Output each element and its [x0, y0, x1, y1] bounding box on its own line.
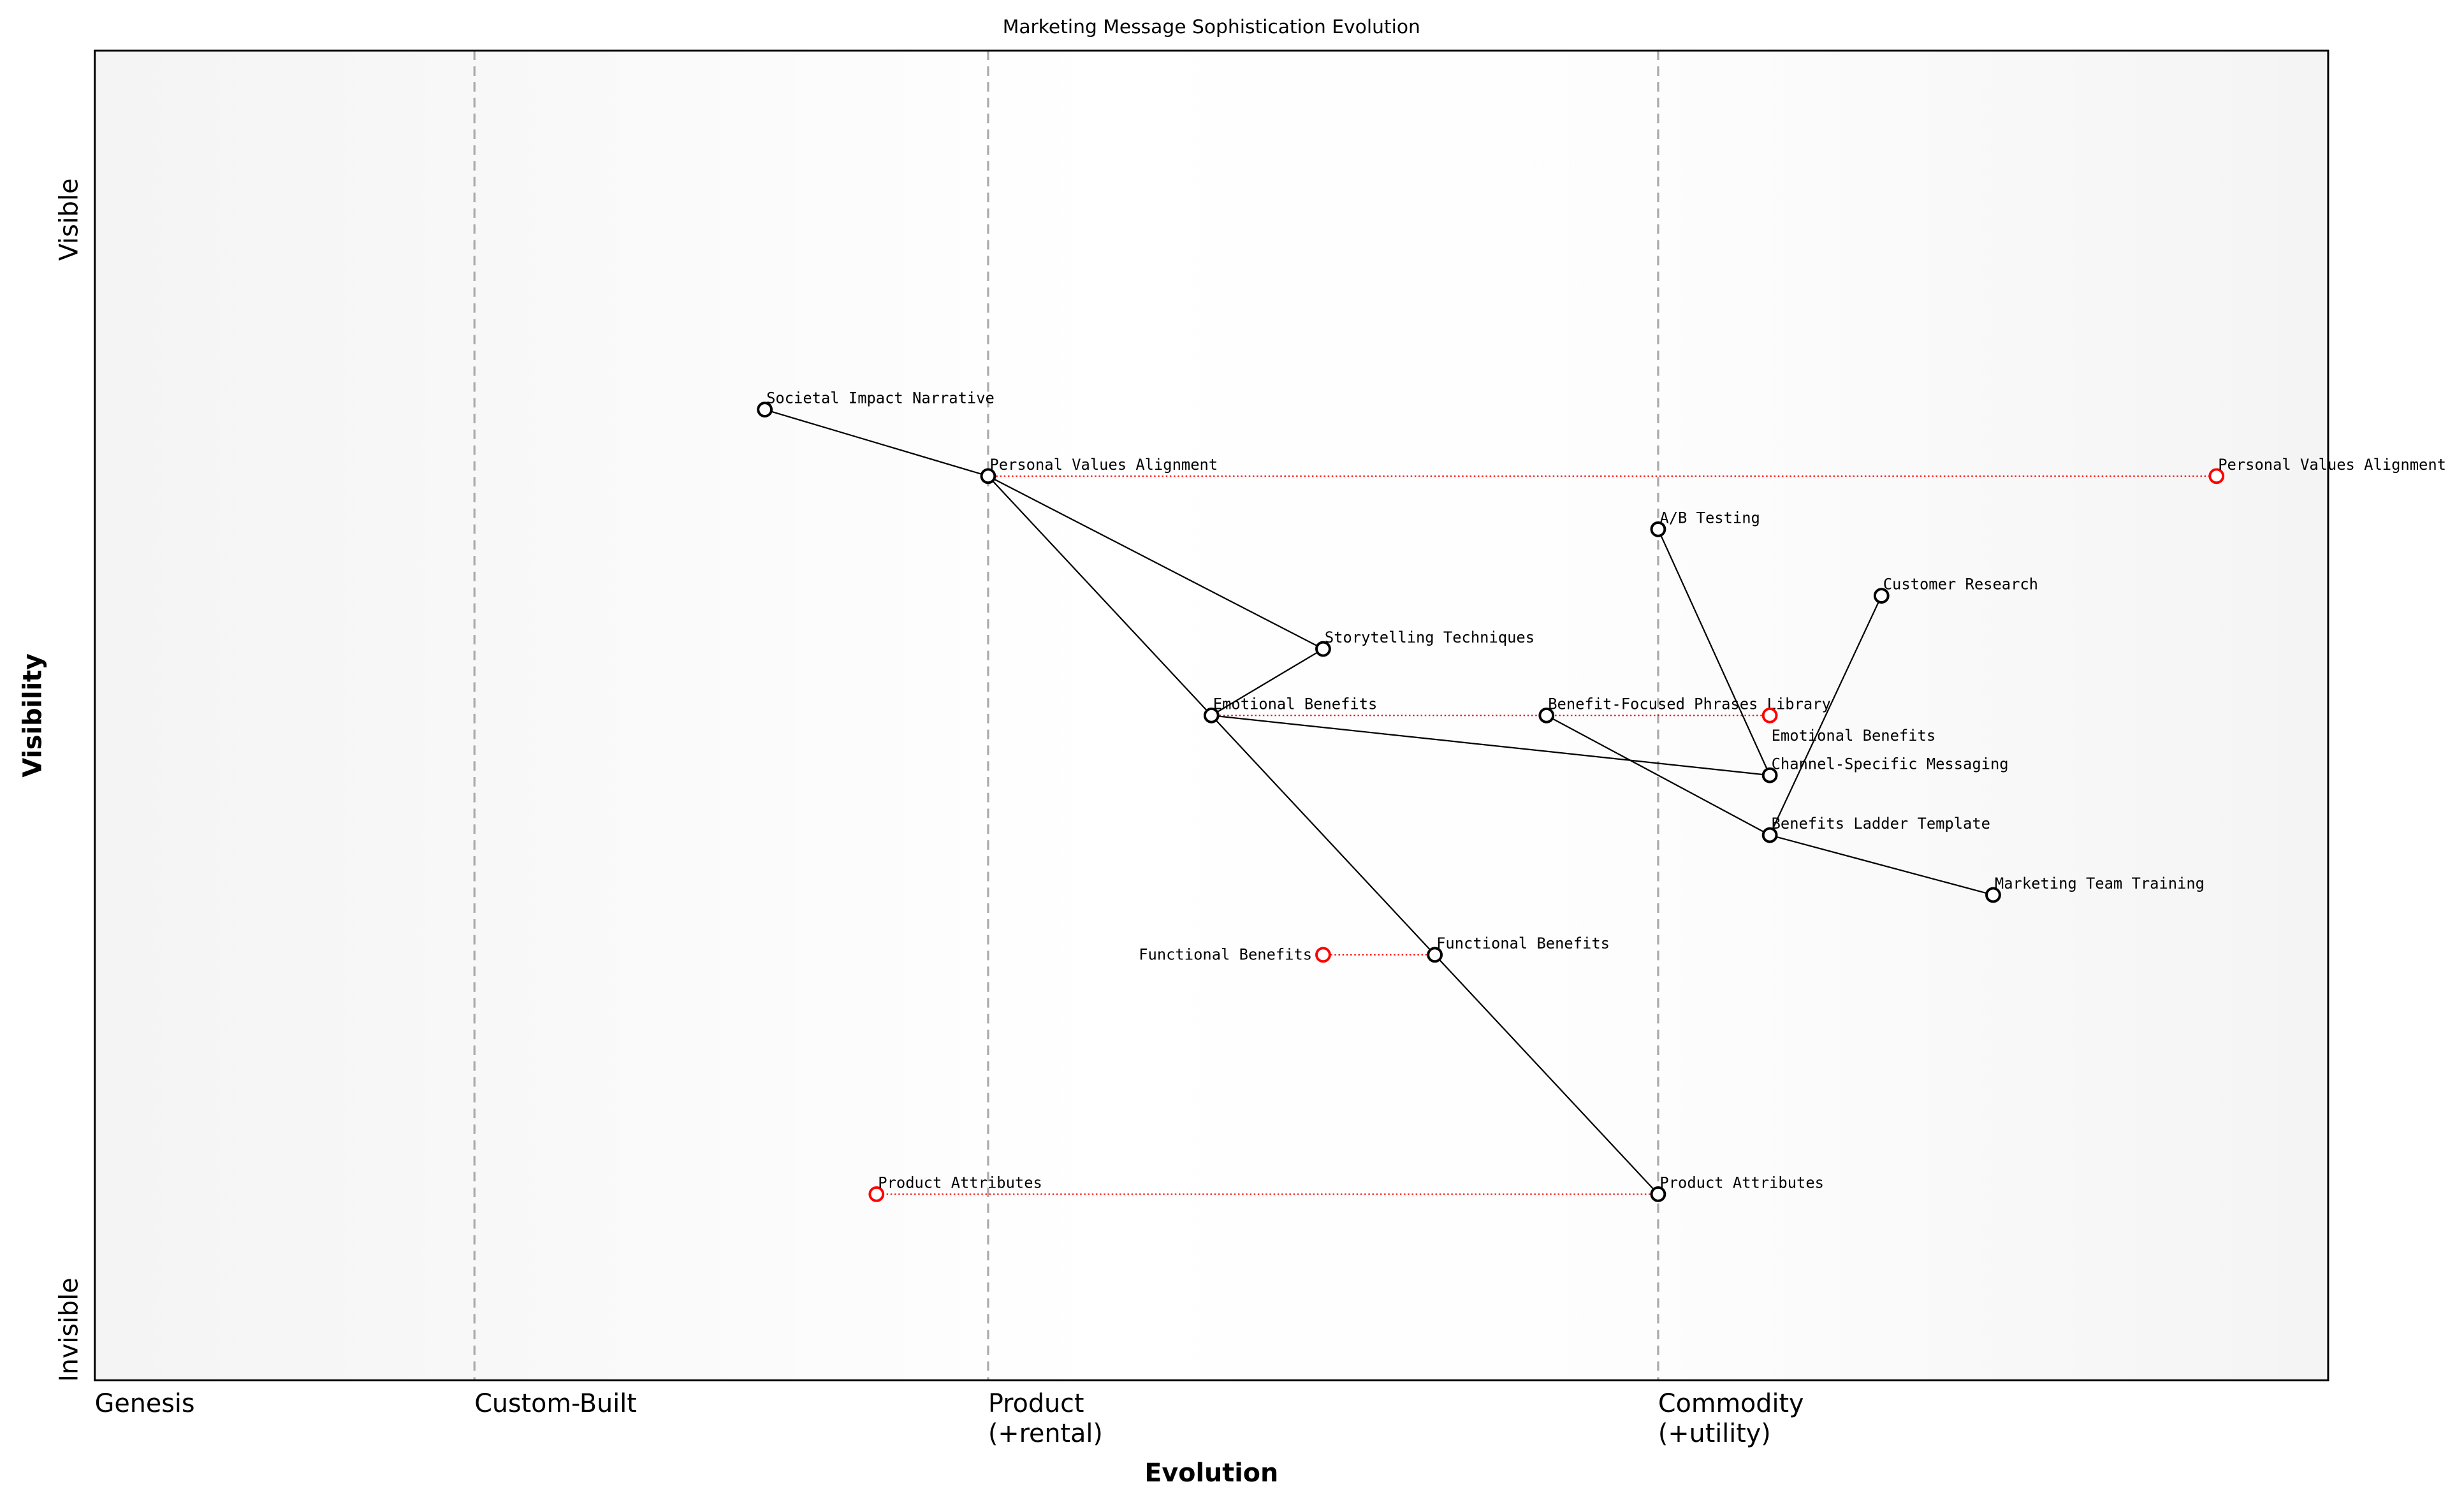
x-stage-label: Commodity (+utility) — [1658, 1389, 1804, 1448]
dependency-link — [988, 476, 1213, 716]
component-label: A/B Testing — [1659, 509, 1760, 527]
dependency-link — [988, 475, 1323, 650]
plot-frame — [94, 49, 2329, 1381]
component-label: Product Attributes — [1659, 1174, 1824, 1191]
dependency-link — [1769, 834, 1994, 896]
component-node — [1761, 827, 1778, 843]
component-node — [1538, 707, 1555, 724]
component-label: Customer Research — [1883, 576, 2038, 593]
evolved-component-node — [868, 1186, 885, 1202]
component-node — [1761, 767, 1778, 783]
component-label: Storytelling Techniques — [1325, 629, 1535, 646]
component-label: Benefits Ladder Template — [1772, 815, 1990, 833]
evolved-component-node — [1761, 707, 1778, 724]
evolved-component-node — [1315, 947, 1331, 963]
chart-title: Marketing Message Sophistication Evoluti… — [1003, 16, 1420, 38]
component-node — [1650, 521, 1666, 537]
component-label: Benefit-Focused Phrases Library — [1548, 695, 1831, 713]
component-label: Personal Values Alignment — [989, 456, 1218, 474]
component-label: Channel-Specific Messaging — [1772, 755, 2009, 773]
x-stage-label: Genesis — [95, 1389, 195, 1418]
y-axis-title: Visibility — [18, 653, 47, 778]
dependency-link — [1657, 528, 1771, 776]
component-node — [1873, 588, 1890, 604]
evolved-component-label: Product Attributes — [878, 1174, 1042, 1191]
evolved-component-label: Emotional Benefits — [1772, 727, 1936, 745]
evolved-component-node — [2208, 468, 2225, 484]
component-node — [1203, 707, 1220, 724]
dependency-link — [1434, 954, 1659, 1195]
component-label: Functional Benefits — [1436, 934, 1610, 952]
evolved-component-label: Functional Benefits — [1139, 945, 1312, 963]
dependency-link — [1211, 715, 1436, 956]
dependency-link — [1211, 715, 1770, 776]
evolved-component-label: Personal Values Alignment — [2218, 456, 2446, 474]
dependency-link — [1211, 648, 1324, 716]
component-node — [980, 468, 996, 484]
y-label-visible: Visible — [54, 178, 84, 261]
component-label: Societal Impact Narrative — [766, 389, 995, 407]
dependency-link — [1546, 715, 1770, 836]
x-stage-label: Product (+rental) — [988, 1389, 1103, 1448]
dependency-link — [1769, 595, 1883, 836]
component-label: Marketing Team Training — [1995, 875, 2205, 892]
dependency-link — [764, 409, 989, 477]
x-axis-title: Evolution — [1144, 1458, 1278, 1488]
component-node — [1315, 641, 1331, 657]
component-node — [1650, 1186, 1666, 1202]
component-node — [757, 402, 773, 418]
y-label-invisible: Invisible — [54, 1277, 84, 1381]
component-node — [1427, 947, 1443, 963]
x-stage-label: Custom-Built — [474, 1389, 637, 1418]
component-node — [1985, 887, 2001, 903]
component-label: Emotional Benefits — [1213, 695, 1378, 713]
